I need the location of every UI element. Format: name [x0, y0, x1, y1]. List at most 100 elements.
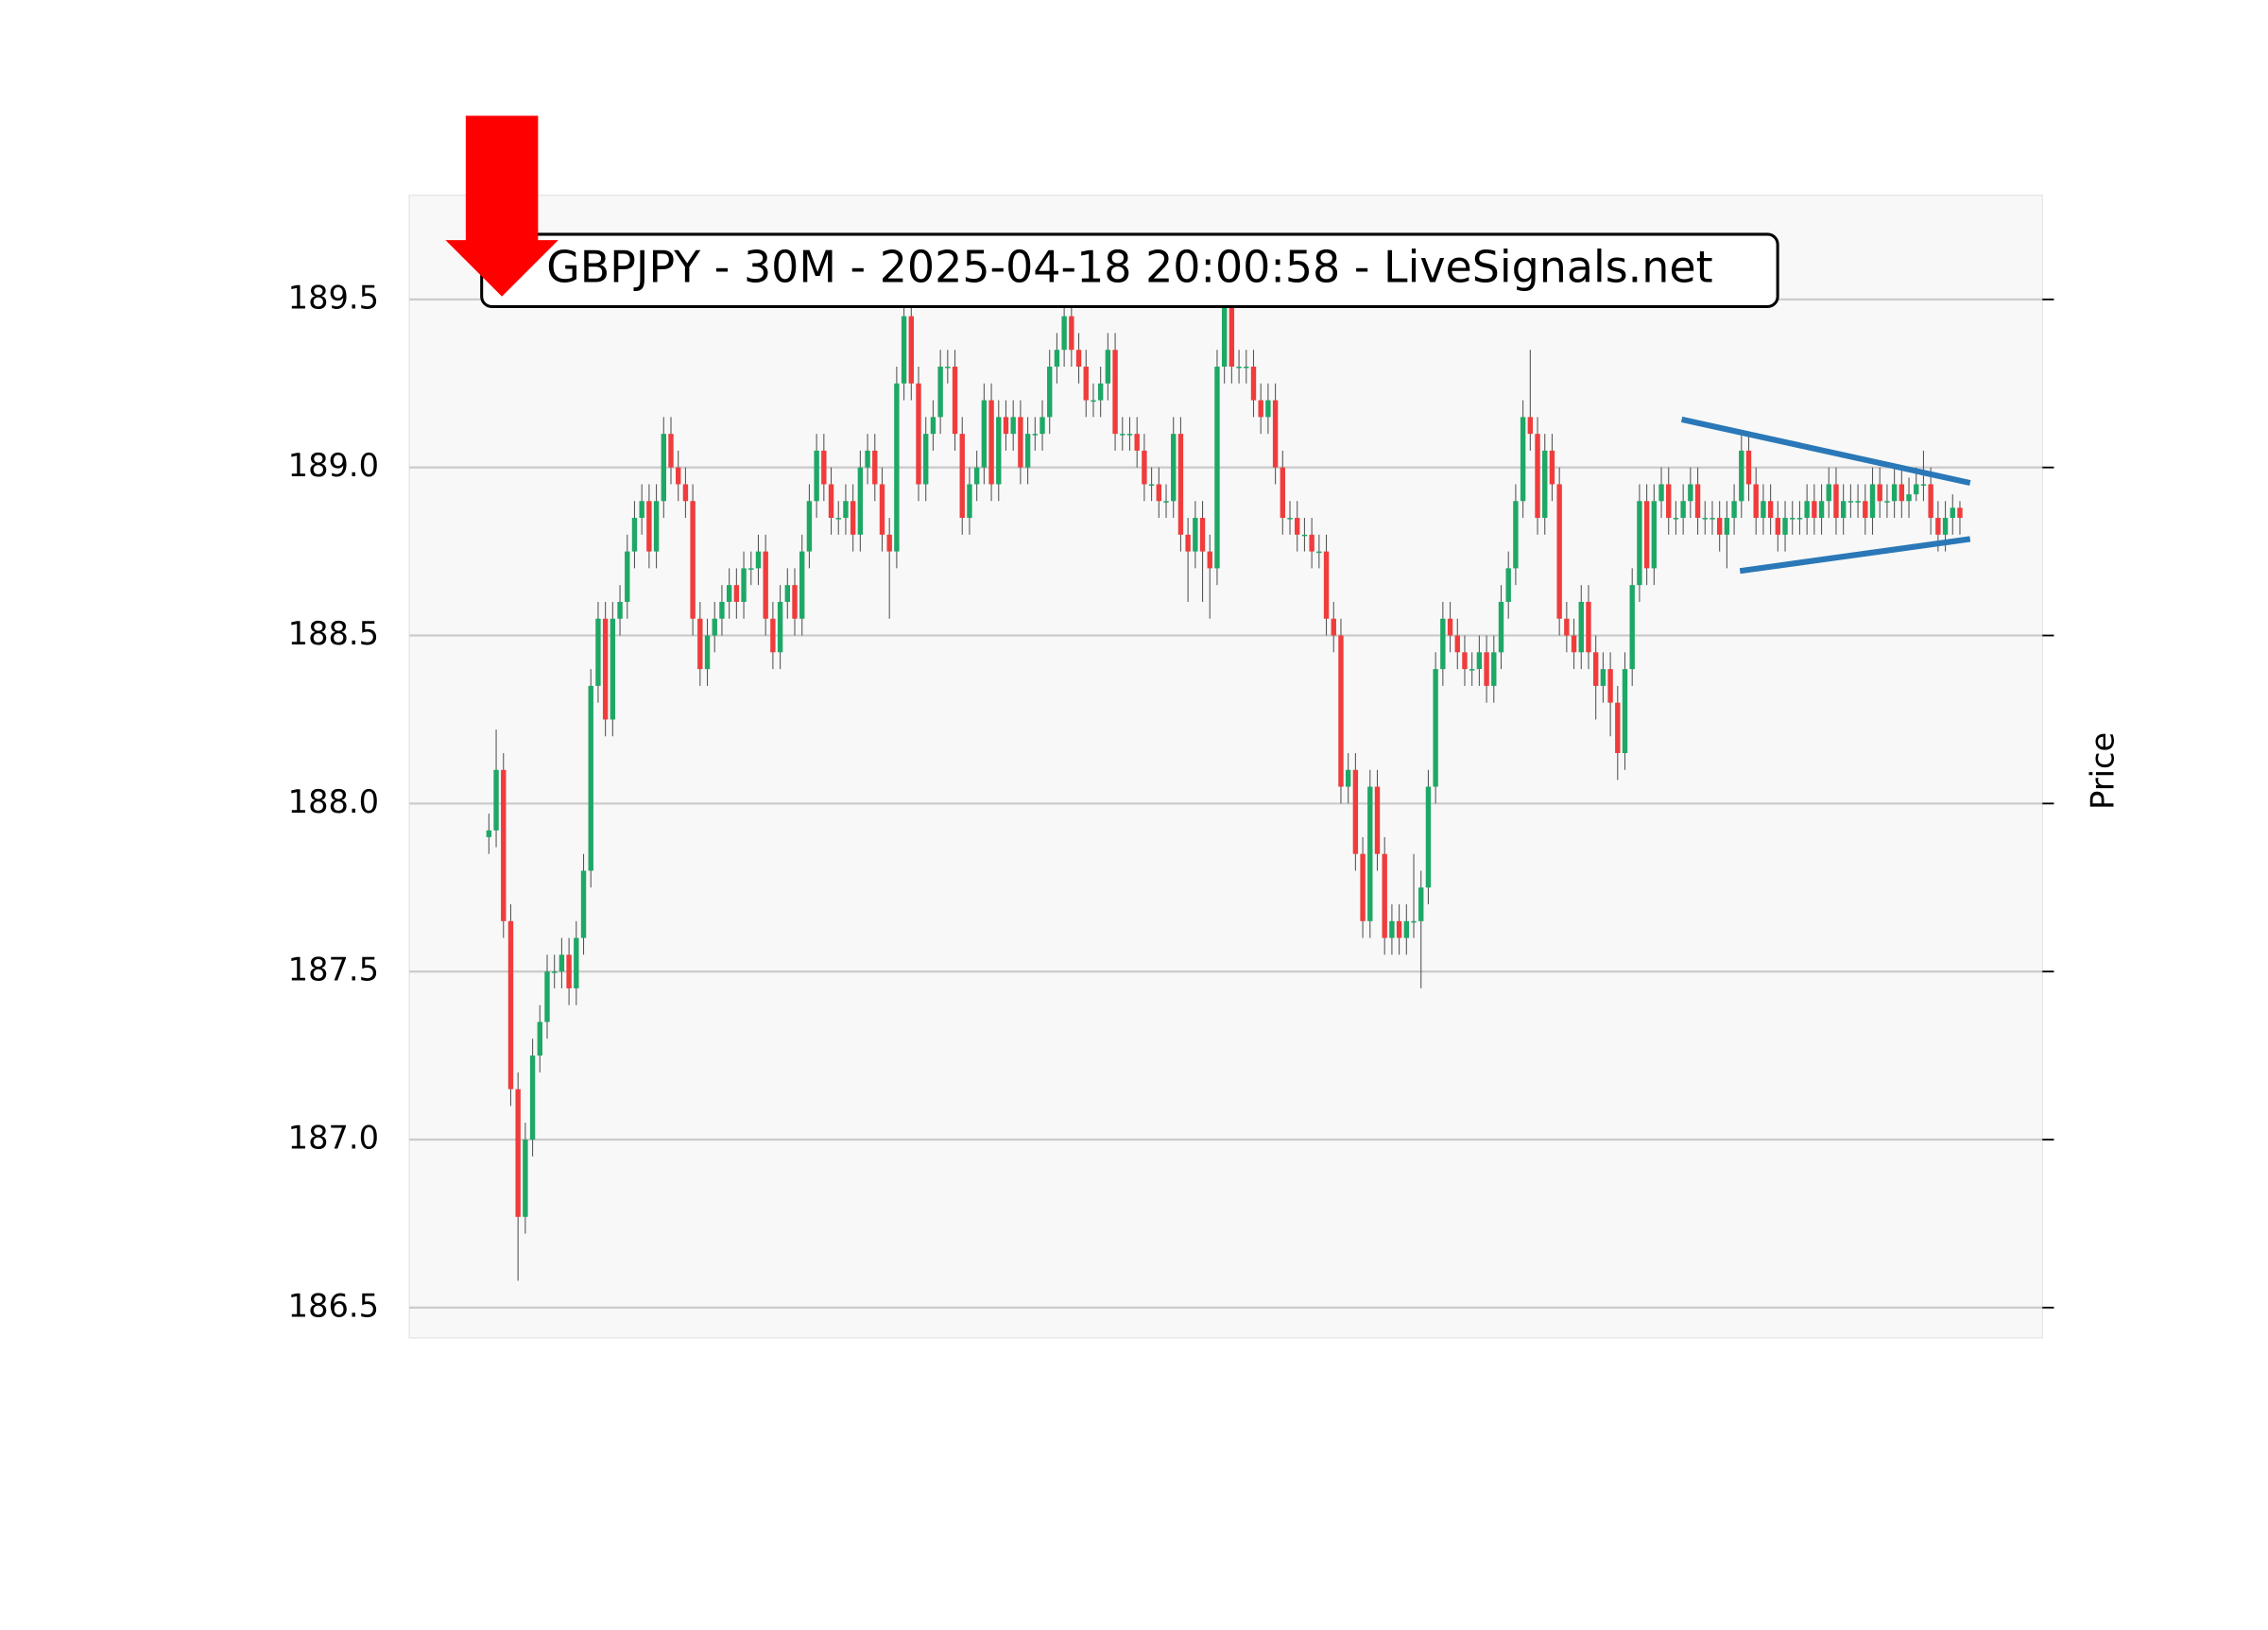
candle-body [1818, 501, 1825, 519]
candle-body [1091, 400, 1096, 403]
candle-body [879, 484, 885, 535]
candle-body [1731, 501, 1737, 519]
candle-body [777, 601, 783, 653]
candle-body [806, 501, 813, 552]
candle-body [1272, 400, 1279, 468]
candle-body [1600, 669, 1606, 686]
candle-body [1622, 669, 1628, 753]
candle-body [507, 920, 514, 1090]
candle-body [1142, 450, 1147, 485]
candle-body [1775, 518, 1781, 535]
candle-body [1214, 367, 1220, 569]
candle-body [843, 501, 849, 519]
candle-body [1833, 484, 1839, 519]
candle-body [1462, 652, 1468, 670]
candle-body [1476, 652, 1483, 670]
candle-body [1221, 299, 1228, 368]
candle-body [1592, 652, 1599, 686]
candle-body [799, 551, 805, 619]
candle-body [1126, 434, 1133, 436]
candle-body [835, 518, 841, 520]
candle-body [973, 467, 980, 485]
candle-body [1018, 417, 1023, 468]
candle-body [1316, 551, 1322, 554]
candle-body [1804, 501, 1810, 519]
candle-body [1323, 551, 1330, 619]
trendline [1680, 416, 1971, 487]
y-tick-label: 189.5 [288, 279, 379, 316]
candle-body [1047, 367, 1053, 418]
candle-body [1418, 887, 1424, 921]
candle-body [741, 568, 747, 602]
candle-body [588, 685, 593, 871]
candle-body [1069, 316, 1074, 351]
candle-body [1688, 484, 1693, 502]
candle-body [923, 434, 929, 485]
candle-body [697, 618, 703, 670]
candle-body [1425, 786, 1432, 888]
candle-body [1790, 518, 1796, 520]
candle-body [872, 450, 878, 485]
candle-body [1847, 501, 1854, 503]
candle-body [1148, 484, 1155, 487]
plot-area [408, 194, 2043, 1339]
candle-body [1120, 434, 1125, 436]
candle-body [1163, 501, 1169, 503]
candle-body [602, 618, 609, 720]
candle-body [1244, 367, 1249, 369]
candle-body [580, 870, 587, 938]
candle-body [1826, 484, 1831, 502]
candle-body [1491, 652, 1497, 686]
candle-body [1724, 518, 1730, 535]
candle-body [1812, 501, 1817, 519]
candle-body [544, 971, 550, 1022]
candle-body [661, 434, 666, 502]
trendline [1739, 536, 1971, 575]
y-tick-label: 187.5 [288, 952, 379, 988]
candle-body [1280, 467, 1286, 519]
candle-body [1454, 635, 1460, 653]
candle-body [1134, 434, 1140, 451]
candle-body [595, 618, 601, 686]
candle-body [646, 501, 652, 552]
candle-body [894, 383, 900, 552]
candle-body [1054, 350, 1060, 368]
y-tick-label: 187.0 [288, 1119, 379, 1156]
candle-body [937, 367, 943, 418]
candle-body [523, 1139, 528, 1217]
candle-body [1615, 702, 1621, 753]
candle-body [1702, 518, 1708, 520]
candle-body [1666, 484, 1672, 519]
candle-body [712, 618, 717, 636]
candle-body [1331, 618, 1336, 636]
candle-body [1484, 652, 1489, 686]
candle-body [1389, 920, 1395, 938]
candle-body [1469, 669, 1475, 671]
y-tick-label: 189.0 [288, 447, 379, 484]
candle-body [1942, 518, 1949, 535]
candle-body [1556, 484, 1562, 619]
candle-body [1527, 417, 1534, 435]
candle-body [486, 830, 492, 837]
candle-body [763, 551, 768, 619]
candle-body [1914, 484, 1919, 495]
candle-body [1411, 920, 1417, 923]
candle-body [1586, 601, 1591, 653]
candle-body [996, 417, 1002, 485]
candle-body [501, 769, 507, 921]
candle-body [1782, 518, 1788, 535]
candle-body [1658, 484, 1664, 502]
candle-body [1716, 518, 1723, 535]
candle-body [552, 971, 558, 973]
candle-body [610, 618, 616, 720]
candle-body [1607, 669, 1613, 703]
candle-body [1673, 518, 1679, 520]
candle-body [1739, 450, 1744, 502]
candle-body [952, 367, 958, 435]
candle-body [1957, 507, 1963, 519]
candle-body [1199, 518, 1206, 552]
candle-body [574, 937, 579, 988]
candle-body [988, 400, 994, 485]
candle-body [1352, 769, 1359, 854]
